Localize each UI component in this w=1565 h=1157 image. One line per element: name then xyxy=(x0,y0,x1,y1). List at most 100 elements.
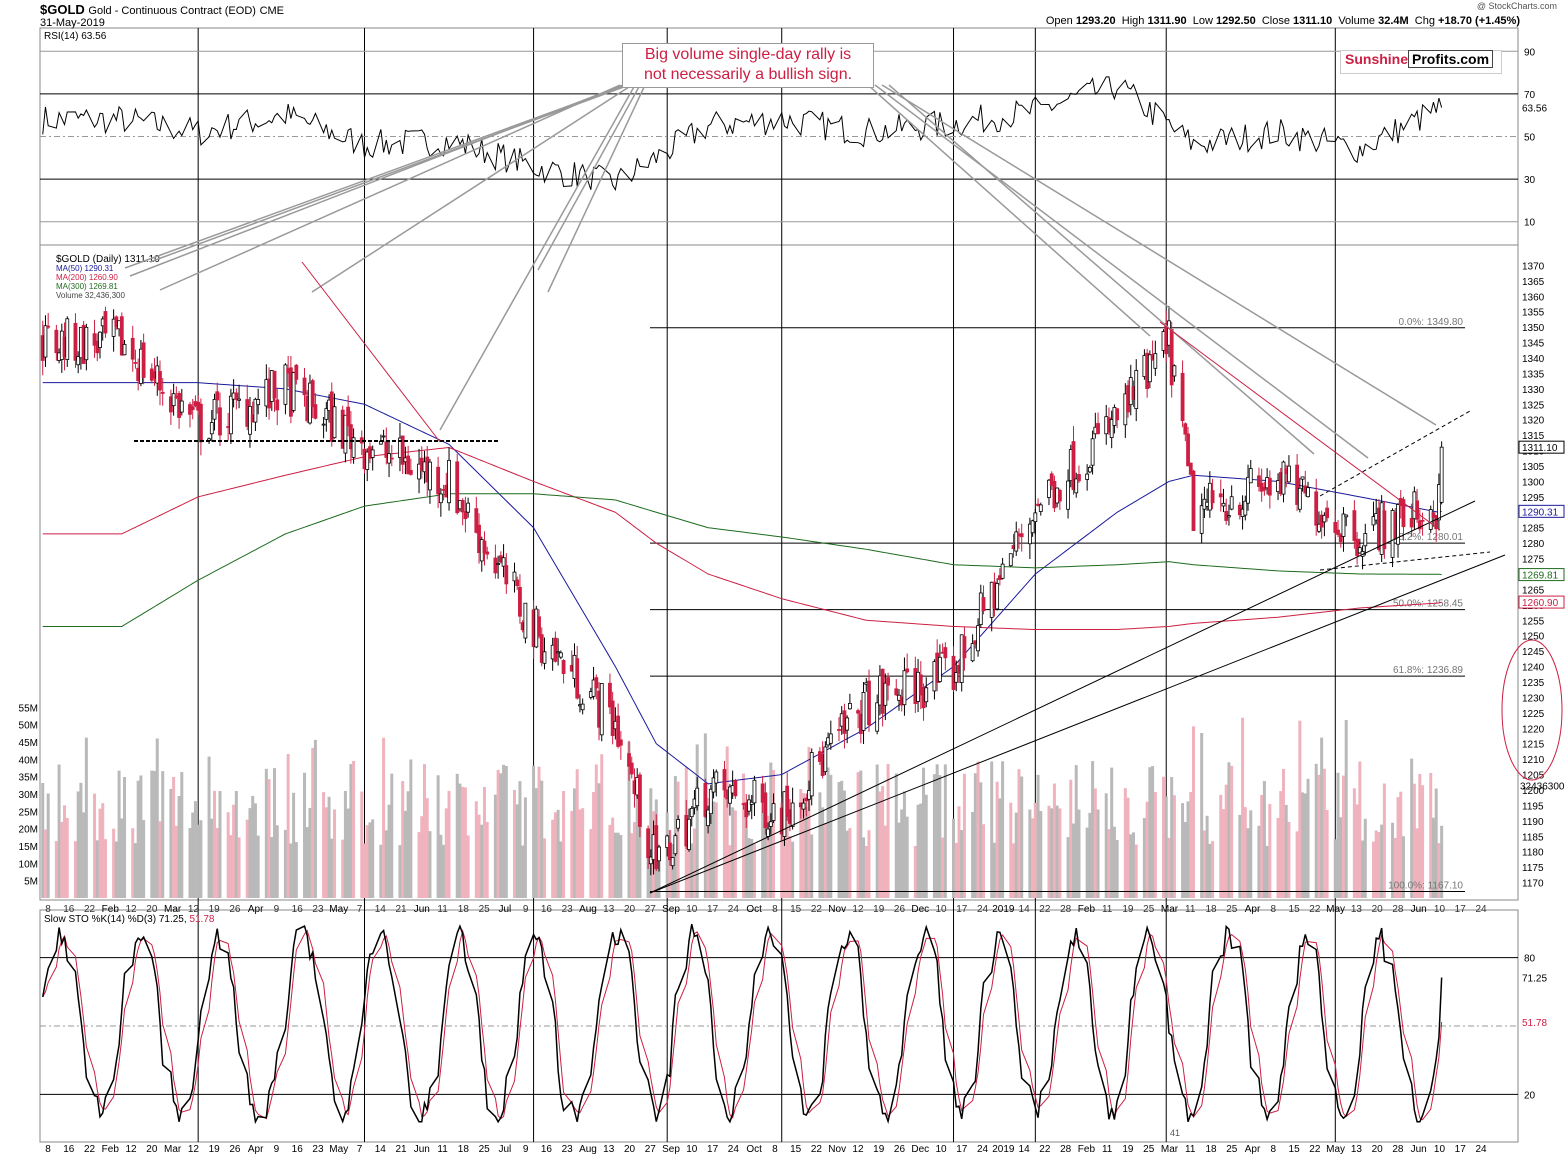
volume-bar xyxy=(270,837,274,898)
x-axis-label-top: 13 xyxy=(603,904,615,915)
volume-bar xyxy=(902,791,906,898)
volume-bar xyxy=(207,756,211,898)
volume-bar xyxy=(1205,815,1209,898)
rsi-line xyxy=(42,76,1443,192)
price-tick-label: 1255 xyxy=(1522,616,1545,627)
x-axis-label-top: 16 xyxy=(292,904,304,915)
volume-bar xyxy=(1020,776,1024,898)
volume-bar xyxy=(657,845,661,898)
volume-bar xyxy=(442,844,446,898)
x-axis-label-top: 12 xyxy=(126,904,138,915)
volume-bar xyxy=(799,789,803,898)
volume-bar xyxy=(1161,776,1165,898)
x-axis-label-top: 23 xyxy=(562,904,574,915)
candle-body xyxy=(959,634,964,683)
candle-body xyxy=(512,571,517,582)
x-axis-label-bottom: Feb xyxy=(1078,1144,1096,1155)
x-axis-label-bottom: Apr xyxy=(248,1144,264,1155)
x-axis-label-top: 17 xyxy=(956,904,968,915)
volume-bar xyxy=(120,818,124,898)
volume-bar xyxy=(1284,804,1288,898)
candle-body xyxy=(253,398,258,423)
low-value: 1292.50 xyxy=(1215,15,1256,27)
volume-bar xyxy=(1410,758,1414,898)
volume-label: Volume xyxy=(1338,15,1376,27)
volume-bar xyxy=(979,782,983,898)
candle-body xyxy=(766,828,770,837)
volume-bar xyxy=(1219,794,1223,898)
volume-bar xyxy=(1391,822,1395,898)
volume-bar xyxy=(1072,823,1076,898)
candle-body xyxy=(133,362,138,364)
volume-bar xyxy=(589,829,593,898)
volume-bar xyxy=(932,774,936,898)
annotation-line xyxy=(881,84,1437,426)
volume-bar xyxy=(420,816,424,898)
volume-bar xyxy=(962,773,966,898)
candle-body xyxy=(370,449,375,458)
volume-bar xyxy=(180,772,184,898)
volume-bar xyxy=(747,838,751,898)
volume-bar xyxy=(848,828,852,898)
volume-bar xyxy=(690,843,694,898)
volume-bar xyxy=(1317,774,1321,898)
candle-body xyxy=(962,636,967,659)
axis-labels: 1170117511801185119011951200120512101215… xyxy=(45,261,1565,1155)
volume-bar xyxy=(1363,818,1367,898)
candle-body xyxy=(438,493,443,504)
x-axis-label-bottom: 24 xyxy=(977,1144,989,1155)
candle-body xyxy=(198,403,203,443)
fibonacci-label: 0.0%: 1349.80 xyxy=(1399,317,1464,328)
candle-body xyxy=(629,762,634,775)
x-axis-label-bottom: 25 xyxy=(1143,1144,1155,1155)
volume-bar xyxy=(1333,839,1337,898)
candle-body xyxy=(883,682,888,706)
price-last-value-box xyxy=(1518,504,1565,518)
candle-body xyxy=(943,647,948,659)
stockcharts-watermark: @ StockCharts.com xyxy=(1476,1,1557,11)
candle-body xyxy=(1336,529,1340,535)
trend-line xyxy=(1159,321,1441,531)
volume-bar xyxy=(390,773,394,898)
x-axis-label-bottom: 28 xyxy=(1060,1144,1072,1155)
candle-body xyxy=(523,602,528,639)
volume-bar xyxy=(919,803,923,898)
volume-bar xyxy=(406,791,410,898)
volume-bar xyxy=(1238,814,1242,898)
candle-body xyxy=(703,783,708,817)
candle-body xyxy=(1246,476,1250,504)
volume-bar xyxy=(990,761,994,898)
volume-bar xyxy=(1421,785,1425,898)
candle-body xyxy=(1227,515,1231,518)
volume-bar xyxy=(692,828,696,898)
x-axis-label-bottom: Nov xyxy=(828,1144,846,1155)
candle-body xyxy=(1183,423,1188,435)
price-tick-label: 1215 xyxy=(1522,740,1545,751)
volume-bar xyxy=(935,764,939,898)
candle-body xyxy=(856,710,860,714)
x-axis-label-bottom: 23 xyxy=(562,1144,574,1155)
x-axis-label-top: 19 xyxy=(209,904,221,915)
x-axis-label-top: Apr xyxy=(1245,904,1261,915)
price-last-value: 1311.10 xyxy=(1522,443,1558,454)
volume-bar xyxy=(731,807,735,898)
candle-body xyxy=(1030,520,1035,534)
candle-body xyxy=(1295,464,1300,505)
volume-bar xyxy=(215,827,219,898)
candle-body xyxy=(111,318,116,337)
volume-bar xyxy=(913,845,917,898)
volume-bar xyxy=(1200,732,1204,898)
candle-body xyxy=(1134,370,1139,410)
x-axis-label-bottom: 7 xyxy=(357,1144,363,1155)
volume-bar xyxy=(649,788,653,898)
x-axis-label-top: 8 xyxy=(772,904,778,915)
candle-body xyxy=(428,461,432,491)
x-axis-label-bottom: 20 xyxy=(624,1144,636,1155)
x-axis-label-bottom: 11 xyxy=(1102,1144,1113,1155)
volume-bar xyxy=(76,791,80,898)
volume-bar xyxy=(938,775,942,898)
volume-bar xyxy=(1279,791,1283,898)
candle-body xyxy=(553,637,558,662)
volume-bar xyxy=(150,770,154,898)
candle-body xyxy=(501,557,506,567)
